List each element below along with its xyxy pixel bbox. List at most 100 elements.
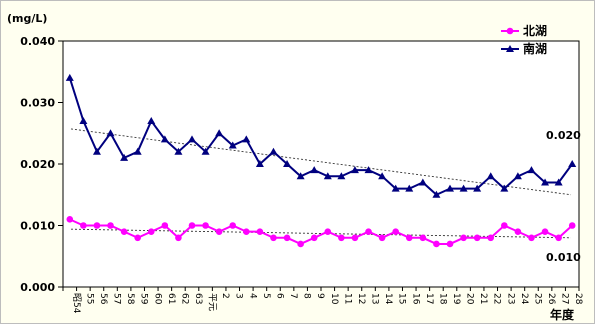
x-tick-label: 7 bbox=[288, 293, 298, 299]
data-point bbox=[555, 234, 562, 242]
data-point bbox=[486, 172, 495, 180]
data-point bbox=[147, 116, 156, 124]
x-tick-label: 59 bbox=[139, 293, 149, 305]
x-tick-label: 26 bbox=[546, 293, 556, 305]
data-point bbox=[93, 222, 101, 229]
data-point bbox=[527, 166, 536, 174]
data-point bbox=[391, 184, 400, 192]
data-point bbox=[473, 234, 481, 242]
data-point bbox=[568, 222, 576, 229]
data-point bbox=[554, 178, 563, 186]
data-point bbox=[446, 184, 454, 192]
data-point bbox=[228, 141, 237, 149]
x-tick-label: 3 bbox=[234, 293, 244, 299]
data-point bbox=[446, 240, 454, 248]
data-point bbox=[392, 228, 399, 235]
data-point bbox=[364, 166, 373, 174]
data-point bbox=[541, 178, 550, 186]
y-tick-label: 0.040 bbox=[20, 35, 55, 48]
data-point bbox=[160, 135, 169, 143]
data-point bbox=[310, 234, 318, 242]
x-tick-label: 2 bbox=[220, 293, 230, 299]
legend-marker bbox=[506, 27, 514, 35]
x-tick-label: 8 bbox=[302, 293, 312, 299]
data-point bbox=[487, 234, 495, 242]
data-point bbox=[433, 240, 440, 248]
x-tick-label: 23 bbox=[505, 293, 515, 304]
legend-label: 南湖 bbox=[523, 41, 547, 56]
x-tick-label: 55 bbox=[84, 293, 94, 304]
data-point bbox=[215, 228, 223, 235]
x-tick-label: 16 bbox=[410, 293, 420, 305]
x-tick-label: 14 bbox=[383, 293, 393, 305]
data-point bbox=[92, 147, 101, 155]
x-tick-label: 11 bbox=[342, 293, 352, 304]
legend-marker bbox=[506, 45, 514, 52]
x-tick-label: 24 bbox=[519, 293, 529, 305]
data-point bbox=[202, 222, 209, 229]
data-point bbox=[79, 116, 88, 124]
x-tick-label: 12 bbox=[356, 293, 366, 304]
data-point bbox=[351, 234, 359, 242]
data-point bbox=[120, 228, 128, 235]
data-point bbox=[378, 172, 387, 180]
data-point bbox=[405, 184, 414, 192]
data-point bbox=[161, 222, 169, 229]
data-point bbox=[501, 222, 508, 229]
data-point bbox=[350, 166, 359, 174]
x-tick-label: 18 bbox=[437, 293, 447, 305]
data-point bbox=[269, 147, 278, 155]
trendline bbox=[70, 228, 572, 239]
data-point bbox=[66, 216, 74, 223]
data-point bbox=[296, 172, 305, 180]
data-point bbox=[188, 135, 196, 143]
data-point bbox=[255, 160, 264, 167]
x-tick-label: 63 bbox=[193, 293, 203, 304]
x-tick-label: 27 bbox=[560, 293, 570, 304]
x-tick-label: 56 bbox=[98, 293, 108, 305]
data-point bbox=[459, 184, 468, 192]
y-unit-label: (mg/L) bbox=[7, 12, 47, 25]
y-tick-label: 0.020 bbox=[20, 158, 55, 171]
x-tick-label: 62 bbox=[179, 293, 189, 304]
data-point bbox=[473, 184, 482, 192]
data-point bbox=[243, 228, 250, 235]
data-point bbox=[513, 172, 522, 180]
data-point bbox=[188, 222, 196, 229]
data-point bbox=[338, 234, 345, 242]
data-point bbox=[80, 222, 87, 229]
data-point bbox=[147, 228, 155, 235]
data-point bbox=[500, 184, 509, 192]
data-point bbox=[283, 234, 291, 242]
plot-area bbox=[62, 40, 580, 288]
y-tick-label: 0.030 bbox=[20, 97, 55, 110]
data-point bbox=[120, 153, 129, 161]
x-tick-label: 15 bbox=[397, 293, 407, 304]
data-point bbox=[297, 240, 304, 248]
data-point bbox=[175, 234, 182, 242]
y-tick-label: 0.000 bbox=[20, 281, 55, 294]
data-point bbox=[283, 160, 292, 167]
data-point bbox=[201, 147, 210, 155]
x-tick-label: 10 bbox=[329, 293, 339, 305]
data-point bbox=[324, 228, 332, 235]
data-point bbox=[460, 234, 467, 242]
data-point bbox=[541, 228, 549, 235]
x-tick-label: 19 bbox=[451, 293, 461, 305]
x-tick-label: 61 bbox=[166, 293, 176, 304]
x-tick-label: 28 bbox=[573, 293, 583, 305]
x-tick-label: 9 bbox=[315, 293, 325, 299]
x-tick-label: 60 bbox=[152, 293, 162, 305]
x-tick-label: 5 bbox=[261, 293, 271, 299]
data-point bbox=[365, 228, 372, 235]
x-tick-label: 58 bbox=[125, 293, 135, 305]
data-point bbox=[337, 172, 346, 180]
data-point bbox=[514, 228, 522, 235]
data-point bbox=[106, 129, 115, 137]
annotation-label: 0.020 bbox=[546, 129, 581, 142]
data-point bbox=[378, 234, 386, 242]
data-point bbox=[323, 172, 332, 180]
